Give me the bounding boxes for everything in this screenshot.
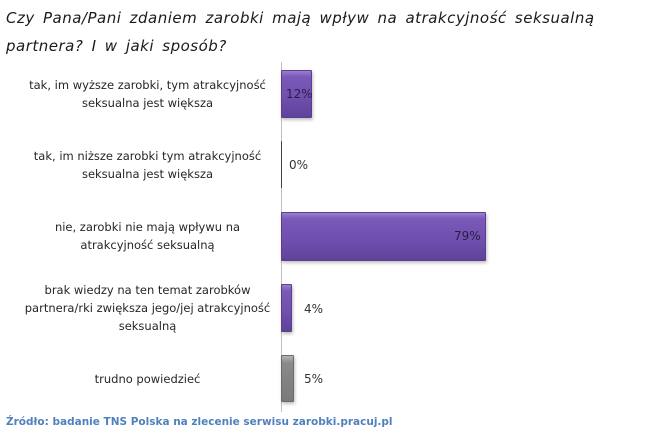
bar-no-influence: [281, 212, 486, 261]
value-label: 0%: [289, 158, 309, 172]
value-label: 5%: [304, 372, 324, 386]
source-note: Źródło: badanie TNS Polska na zlecenie s…: [6, 416, 393, 428]
category-label: brak wiedzy na ten temat zarobków partne…: [24, 283, 271, 333]
value-label: 79%: [454, 229, 481, 243]
category-label: tak, im niższe zarobki tym atrakcyjność …: [33, 149, 262, 181]
bar-lower-earnings: [281, 141, 282, 188]
bar-hard-to-say: [281, 355, 294, 402]
category-label: nie, zarobki nie mają wpływu na atrakcyj…: [54, 220, 241, 252]
chart-title: Czy Pana/Pani zdaniem zarobki mają wpływ…: [6, 9, 595, 55]
bar-higher-earnings: [281, 70, 312, 118]
category-label: tak, im wyższe zarobki, tym atrakcyjność…: [29, 78, 266, 110]
bar-unknown-earnings: [281, 284, 292, 332]
category-label: trudno powiedzieć: [94, 372, 201, 386]
value-label: 12%: [286, 87, 313, 101]
value-label: 4%: [304, 302, 324, 316]
